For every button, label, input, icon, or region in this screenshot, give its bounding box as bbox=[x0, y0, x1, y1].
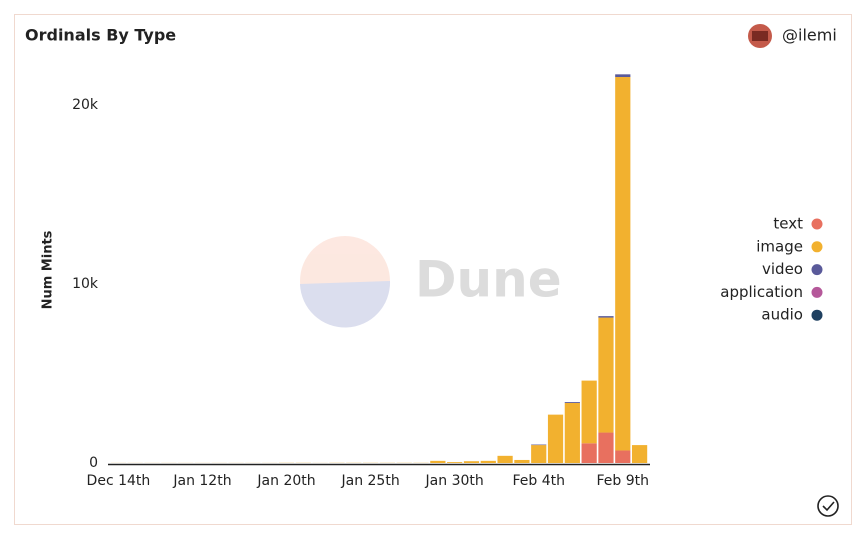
bar-segment bbox=[565, 402, 580, 403]
bar-segment bbox=[548, 415, 563, 463]
x-tick-label: Jan 20th bbox=[256, 473, 315, 489]
bar-segment bbox=[531, 445, 546, 446]
bar-segment bbox=[598, 318, 613, 433]
x-tick-label: Feb 4th bbox=[512, 473, 565, 489]
bar-segment bbox=[615, 450, 630, 463]
legend-label: audio bbox=[761, 306, 803, 324]
y-axis-label: Num Mints bbox=[41, 230, 56, 309]
y-tick-label: 0 bbox=[89, 455, 98, 471]
legend-swatch bbox=[812, 219, 823, 230]
bar-segment bbox=[464, 461, 479, 463]
bar-segment bbox=[632, 445, 647, 463]
bar-segment bbox=[598, 433, 613, 463]
bar-segment bbox=[565, 403, 580, 463]
watermark-logo bbox=[300, 236, 390, 328]
legend-label: video bbox=[762, 260, 803, 278]
legend-swatch bbox=[812, 287, 823, 298]
legend-label: application bbox=[720, 283, 803, 301]
x-tick-label: Dec 14th bbox=[87, 473, 151, 489]
y-tick-label: 20k bbox=[72, 97, 99, 113]
x-tick-label: Jan 25th bbox=[340, 473, 399, 489]
bar-segment bbox=[514, 460, 529, 463]
bar-segment bbox=[497, 456, 512, 463]
legend-swatch bbox=[812, 241, 823, 252]
x-tick-label: Jan 30th bbox=[425, 473, 484, 489]
x-tick-label: Jan 12th bbox=[172, 473, 231, 489]
bar-segment bbox=[582, 381, 597, 444]
avatar-detail bbox=[752, 31, 768, 41]
legend-swatch bbox=[812, 264, 823, 275]
chart-title: Ordinals By Type bbox=[25, 26, 176, 45]
bar-segment bbox=[447, 462, 462, 463]
x-tick-label: Feb 9th bbox=[597, 473, 650, 489]
y-tick-label: 10k bbox=[72, 276, 99, 292]
bar-segment bbox=[615, 77, 630, 450]
bar-segment bbox=[598, 316, 613, 317]
bar-segment bbox=[531, 445, 546, 463]
bar-segment bbox=[430, 461, 445, 463]
legend-label: image bbox=[756, 237, 803, 255]
watermark: Dune bbox=[415, 251, 562, 309]
author: @ilemi bbox=[782, 26, 837, 45]
bar-segment bbox=[481, 461, 496, 463]
legend-swatch bbox=[812, 310, 823, 321]
bar-segment bbox=[582, 443, 597, 463]
legend-label: text bbox=[773, 215, 803, 233]
bar-segment bbox=[615, 74, 630, 77]
